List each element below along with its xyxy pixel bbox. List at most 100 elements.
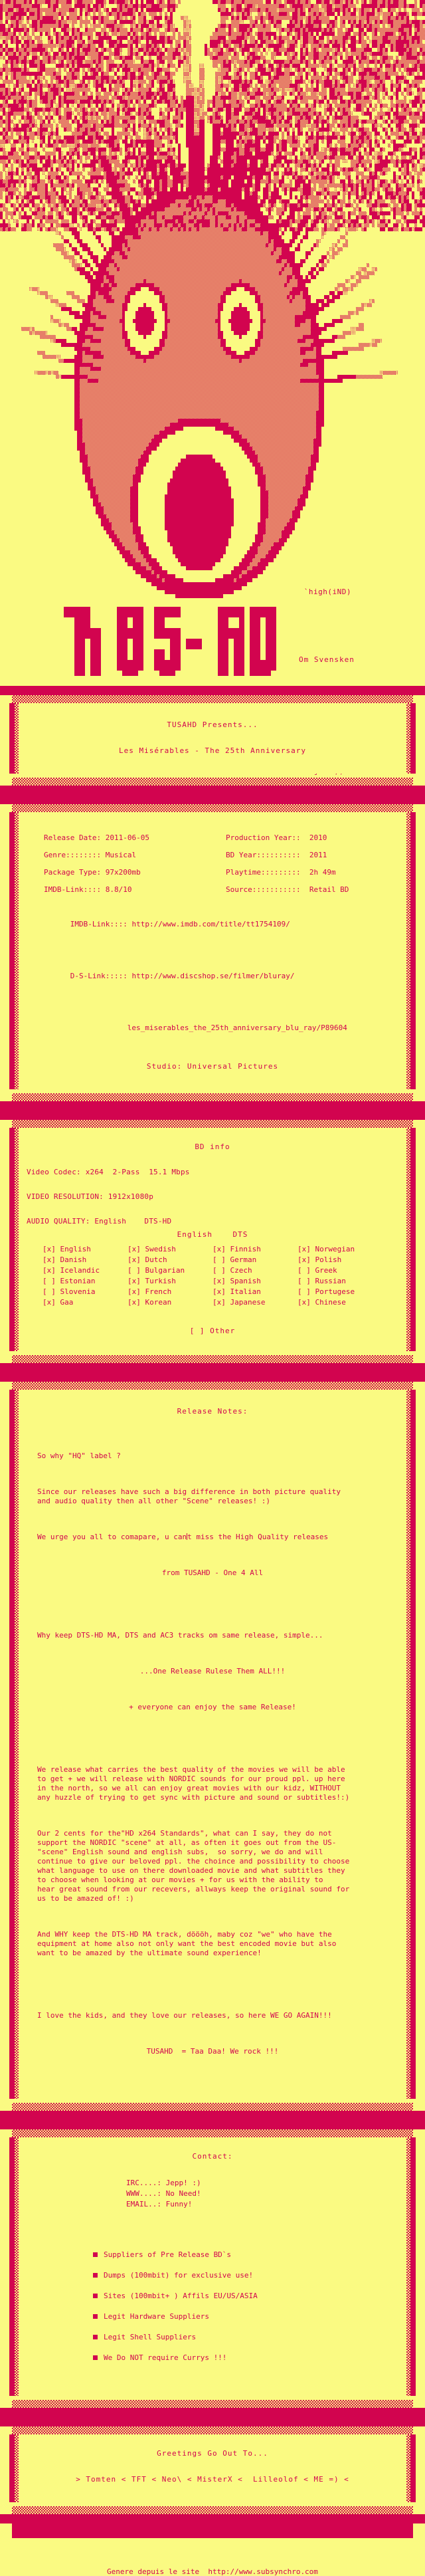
- imdb-link-row[interactable]: IMDB-Link:::: http://www.imdb.com/title/…: [27, 899, 398, 950]
- panel-bd-info: BD info Video Codec: x264 2-Pass 15.1 Mb…: [9, 1128, 416, 1351]
- panel-title: TUSAHD Presents... Les Misérables - The …: [9, 703, 416, 774]
- release-info-row: Release Date: 2011-06-05 Production Year:…: [27, 829, 398, 847]
- contact-item: EMAIL..: Funny!: [126, 2200, 193, 2208]
- panel-cap-bdinfo-bottom: [0, 1355, 425, 1372]
- bottom-bar: [12, 2523, 413, 2538]
- panel-cap-notes: [0, 1372, 425, 1390]
- note-why-keep-tracks: Why keep DTS-HD MA, DTS and AC3 tracks o…: [37, 1631, 323, 1640]
- language-option[interactable]: [x] Turkish: [128, 1277, 176, 1285]
- bullet-square-icon: [93, 2355, 98, 2360]
- panel-cap-contact-bottom: [0, 2400, 425, 2417]
- ds-link-url-line1[interactable]: http://www.discshop.se/filmer/bluray/: [131, 972, 295, 980]
- bullet-square-icon: [93, 2334, 98, 2339]
- requirement-label: Legit Hardware Suppliers: [104, 2312, 209, 2321]
- release-info-row: IMDB-Link:::: 8.8/10 Source::::::::::: Re…: [27, 881, 398, 899]
- language-option[interactable]: [x] Chinese: [298, 1298, 346, 1307]
- requirement-label: Dumps (100mbit) for exclusive use!: [104, 2271, 254, 2280]
- panel-cap-title: [0, 686, 425, 703]
- requirements-list: Suppliers of Pre Release BD`s Dumps (100m…: [27, 2244, 398, 2368]
- note-compare-b: t miss the High Quality releases: [187, 1533, 329, 1541]
- ds-link-label: D-S-Link:::::: [70, 972, 128, 980]
- requirement-item: Sites (100mbit+ ) Affils EU/US/ASIA: [93, 2286, 398, 2306]
- bullet-square-icon: [93, 2313, 98, 2319]
- language-option[interactable]: [ ] Slovenia: [42, 1287, 96, 1296]
- bullet-square-icon: [93, 2293, 98, 2298]
- release-info-left: Package Type: 97x200mb: [44, 868, 141, 877]
- tusa-hd-logo: [64, 607, 276, 676]
- release-info-row: Package Type: 97x200mb Playtime::::::::: …: [27, 864, 398, 881]
- panel-cap-greets-bottom: [0, 2506, 425, 2523]
- release-notes-heading: Release Notes:: [177, 1407, 248, 1416]
- requirement-item: Suppliers of Pre Release BD`s: [93, 2244, 398, 2265]
- language-option[interactable]: [ ] Czech: [212, 1266, 252, 1275]
- imdb-link-label: IMDB-Link::::: [70, 920, 128, 928]
- note-compare-a: We urge you all to comapare, u can: [37, 1533, 187, 1541]
- language-option[interactable]: [ ] Portugese: [298, 1287, 355, 1296]
- panel-cap-bdinfo: [0, 1111, 425, 1128]
- language-option[interactable]: [x] Danish: [42, 1255, 87, 1264]
- ds-link-url-line2-row[interactable]: les_miserables_the_25th_anniversary_blu_…: [27, 1002, 398, 1054]
- release-info-left: Release Date: 2011-06-05: [44, 833, 149, 842]
- group-logo: Om Svensken Själv Får Välja! ;): [0, 603, 425, 776]
- language-option[interactable]: [x] Norwegian: [298, 1245, 355, 1253]
- imdb-link-url[interactable]: http://www.imdb.com/title/tt1754109/: [131, 920, 290, 928]
- ds-link-row[interactable]: D-S-Link::::: http://www.discshop.se/fil…: [27, 950, 398, 1002]
- language-option[interactable]: [x] Italian: [212, 1287, 261, 1296]
- language-option[interactable]: [ ] Bulgarian: [128, 1266, 185, 1275]
- footer-credit: Genere depuis le site http://www.subsync…: [107, 2567, 318, 2576]
- panel-cap-notes-bottom: [0, 2103, 425, 2120]
- language-option[interactable]: [x] Finnish: [212, 1245, 261, 1253]
- note-difference: Since our releases have such a big diffe…: [37, 1487, 341, 1505]
- release-info-row: Genre:::::::: Musical BD Year:::::::::: 2…: [27, 847, 398, 864]
- ascii-art-banner: [0, 0, 425, 598]
- greetings-heading: Greetings Go Out To...: [157, 2449, 268, 2458]
- release-info-left: Genre:::::::: Musical: [44, 851, 137, 859]
- release-info-right: Playtime::::::::: 2h 49m: [226, 868, 336, 877]
- language-option[interactable]: [x] Icelandic: [42, 1266, 100, 1275]
- panel-contact: Contact: IRC....: Jepp! :) WWW....: No Ne…: [9, 2137, 416, 2396]
- language-option[interactable]: [x] Korean: [128, 1298, 172, 1307]
- panel-release-notes: Release Notes: So why "HQ" label ? Since…: [9, 1390, 416, 2099]
- note-one-4-all: from TUSAHD - One 4 All: [161, 1568, 264, 1577]
- language-option[interactable]: [x] Polish: [298, 1255, 342, 1264]
- bullet-square-icon: [93, 2252, 98, 2257]
- language-option[interactable]: [ ] German: [212, 1255, 257, 1264]
- video-resolution: VIDEO RESOLUTION: 1912x1080p: [27, 1192, 154, 1201]
- greetings-list: > Tomten < TFT < Neo\ < MisterX < Lilleo…: [76, 2475, 349, 2484]
- release-info-right: BD Year:::::::::: 2011: [226, 851, 327, 859]
- language-option[interactable]: [x] Swedish: [128, 1245, 176, 1253]
- panel-greetings: Greetings Go Out To... > Tomten < TFT < …: [9, 2434, 416, 2502]
- language-option[interactable]: [ ] Estonian: [42, 1277, 96, 1285]
- release-info-left: IMDB-Link:::: 8.8/10: [44, 885, 132, 894]
- language-option[interactable]: [x] English: [42, 1245, 91, 1253]
- note-why-hq: So why "HQ" label ?: [37, 1451, 121, 1460]
- language-option[interactable]: [x] Dutch: [128, 1255, 167, 1264]
- language-other-option[interactable]: [ ] Other: [189, 1327, 236, 1335]
- language-grid: [x] English [x] Swedish [x] Finnish [x] Nor…: [27, 1239, 398, 1309]
- ds-link-url-line2[interactable]: les_miserables_the_25th_anniversary_blu_…: [127, 1023, 347, 1032]
- language-option[interactable]: [x] Gaa: [42, 1298, 74, 1307]
- requirement-label: We Do NOT require Currys !!!: [104, 2353, 227, 2362]
- language-option[interactable]: [x] Spanish: [212, 1277, 261, 1285]
- language-option[interactable]: [ ] Greek: [298, 1266, 337, 1275]
- note-love-kids: I love the kids, and they love our relea…: [37, 2011, 332, 2020]
- scene-tag: `high(iND): [303, 588, 351, 596]
- language-option[interactable]: [x] Japanese: [212, 1298, 266, 1307]
- contact-item: IRC....: Jepp! :): [126, 2179, 201, 2187]
- bullet-square-icon: [93, 2272, 98, 2278]
- language-option[interactable]: [x] French: [128, 1287, 172, 1296]
- presents-line: TUSAHD Presents...: [167, 720, 258, 729]
- audio-quality: AUDIO QUALITY: English DTS-HD: [27, 1217, 172, 1226]
- note-taa-daa: TUSAHD = Taa Daa! We rock !!!: [146, 2047, 279, 2056]
- contact-heading: Contact:: [192, 2152, 233, 2161]
- requirement-label: Legit Shell Suppliers: [104, 2333, 197, 2341]
- contact-list: IRC....: Jepp! :) WWW....: No Need! EMAIL.…: [27, 2178, 398, 2210]
- note-one-release: ...One Release Rulese Them ALL!!!: [139, 1667, 286, 1675]
- contact-item: WWW....: No Need!: [126, 2189, 201, 2198]
- note-dtshd-ma: And WHY keep the DTS-HD MA track, döööh,…: [37, 1930, 337, 1957]
- panel-cap-greets: [0, 2417, 425, 2434]
- requirement-label: Sites (100mbit+ ) Affils EU/US/ASIA: [104, 2292, 258, 2300]
- logo-side-line-1: Om Svensken: [299, 655, 355, 664]
- language-option[interactable]: [ ] Russian: [298, 1277, 346, 1285]
